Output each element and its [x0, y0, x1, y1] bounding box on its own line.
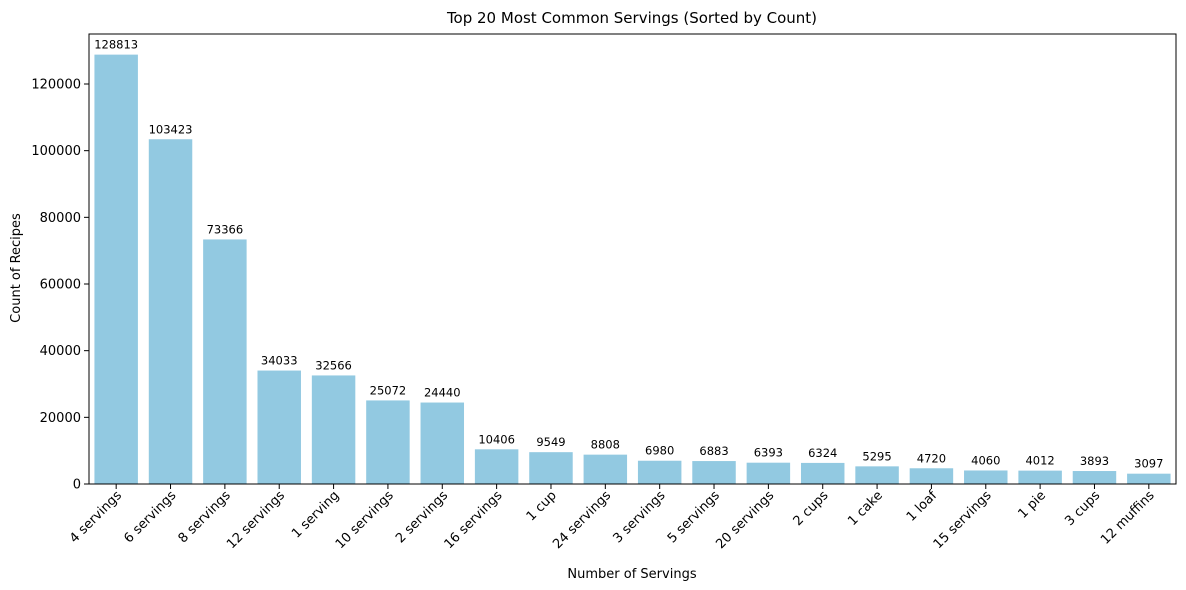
x-tick-label: 1 serving: [289, 488, 342, 541]
bar: [583, 454, 628, 484]
bar: [692, 461, 736, 484]
x-tick-label: 1 loaf: [904, 488, 941, 525]
data-label: 4012: [1025, 454, 1054, 468]
bar: [1018, 470, 1062, 484]
x-tick-label: 8 servings: [176, 488, 234, 546]
y-tick-label: 60000: [40, 278, 81, 293]
y-tick-label: 20000: [40, 411, 81, 426]
plot-area: 128813 103423 73366 34033 32566 25072 24440 104…: [31, 33, 1177, 552]
data-label: 3097: [1134, 457, 1163, 471]
bar: [637, 460, 682, 484]
data-label: 32566: [315, 358, 352, 372]
bar: [420, 402, 465, 484]
data-label: 34033: [261, 354, 298, 368]
data-label: 25072: [370, 383, 407, 397]
bar: [1127, 473, 1171, 484]
x-tick-label: 16 servings: [442, 488, 506, 552]
x-axis-label: Number of Servings: [567, 567, 696, 582]
bar: [746, 462, 791, 484]
x-tick-label: 10 servings: [333, 488, 397, 552]
y-axis-label: Count of Recipes: [9, 213, 24, 323]
y-tick-label: 40000: [40, 344, 81, 359]
y-tick-label: 120000: [31, 78, 81, 93]
bar: [909, 468, 954, 484]
x-tick-label: 3 cups: [1062, 488, 1103, 529]
chart-title: Top 20 Most Common Servings (Sorted by C…: [446, 9, 817, 27]
bar: [855, 466, 899, 484]
bar: [529, 452, 573, 484]
bar: [257, 370, 301, 484]
bar: [474, 449, 519, 484]
data-label: 5295: [862, 449, 891, 463]
data-label: 73366: [207, 222, 244, 236]
bar: [964, 470, 1008, 484]
x-tick-label: 2 cups: [791, 488, 832, 529]
data-label: 6324: [808, 446, 837, 460]
x-tick-label: 1 cup: [524, 488, 560, 524]
bar: [148, 139, 193, 485]
x-tick-label: 3 servings: [610, 488, 668, 546]
data-label: 24440: [424, 386, 461, 400]
x-tick-label: 12 servings: [224, 488, 288, 552]
data-label: 103423: [149, 122, 193, 136]
x-tick-label: 2 servings: [393, 488, 451, 546]
y-tick-label: 100000: [31, 144, 81, 159]
x-tick-label: 5 servings: [665, 488, 723, 546]
bar: [94, 54, 138, 485]
data-label: 9549: [536, 435, 565, 449]
x-tick-label: 12 muffins: [1098, 488, 1158, 548]
x-tick-label: 1 cake: [845, 488, 886, 529]
bar: [311, 375, 356, 484]
x-tick-label: 15 servings: [931, 488, 995, 552]
data-label: 6883: [699, 444, 728, 458]
x-tick-label: 1 pie: [1016, 488, 1049, 521]
data-label: 4060: [971, 453, 1000, 467]
y-tick-label: 0: [73, 478, 81, 493]
data-label: 4720: [917, 451, 946, 465]
x-tick-label: 24 servings: [550, 488, 614, 552]
x-tick-label: 4 servings: [67, 488, 125, 546]
bar: [366, 400, 410, 484]
bar: [800, 462, 845, 484]
data-label: 10406: [478, 432, 515, 446]
data-label: 8808: [591, 438, 620, 452]
y-tick-label: 80000: [40, 211, 81, 226]
data-label: 6393: [754, 446, 783, 460]
x-tick-label: 6 servings: [121, 488, 179, 546]
x-tick-label: 20 servings: [713, 488, 777, 552]
data-label: 3893: [1080, 454, 1109, 468]
plot-frame: [88, 33, 1177, 485]
bar: [203, 239, 247, 484]
data-label: 6980: [645, 444, 674, 458]
data-label: 128813: [94, 38, 138, 52]
bar: [1072, 471, 1117, 484]
